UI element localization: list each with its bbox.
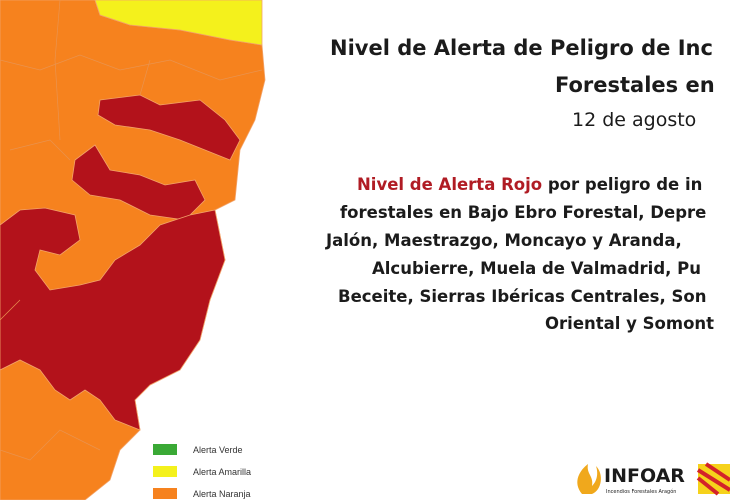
map [0,0,266,500]
body-line: Jalón, Maestrazgo, Moncayo y Aranda, [325,231,682,250]
legend-swatch [153,444,177,455]
legend: Alerta Verde Alerta Amarilla Alerta Nara… [153,444,251,499]
title: Nivel de Alerta de Peligro de Inc [330,36,713,60]
aragon-flag [696,462,730,496]
body-line: Alcubierre, Muela de Valmadrid, Pu [372,259,701,278]
logo-name: INFOAR [604,465,685,487]
body-line: Nivel de Alerta Rojo por peligro de in [357,175,702,194]
highlight: Nivel de Alerta Rojo [357,175,542,194]
legend-label: Alerta Amarilla [193,467,251,477]
legend-swatch [153,466,177,477]
red-zone [0,207,226,431]
logo: INFOAR Incendios Forestales Aragón [577,462,730,496]
date: 12 de agosto [572,109,696,131]
body-text: por peligro de in [542,175,702,194]
red-zone [71,144,206,221]
title: Forestales en [555,73,715,97]
yellow-zone [94,0,263,46]
body-line: Beceite, Sierras Ibéricas Centrales, Son [338,287,706,306]
red-zone [97,94,241,161]
logo-icon [577,464,601,494]
legend-swatch [153,488,177,499]
logo-tagline: Incendios Forestales Aragón [606,488,676,495]
legend-label: Alerta Naranja [193,489,251,499]
body-line: forestales en Bajo Ebro Forestal, Depre [340,203,706,222]
body-line: Oriental y Somont [545,314,714,333]
legend-label: Alerta Verde [193,445,243,455]
